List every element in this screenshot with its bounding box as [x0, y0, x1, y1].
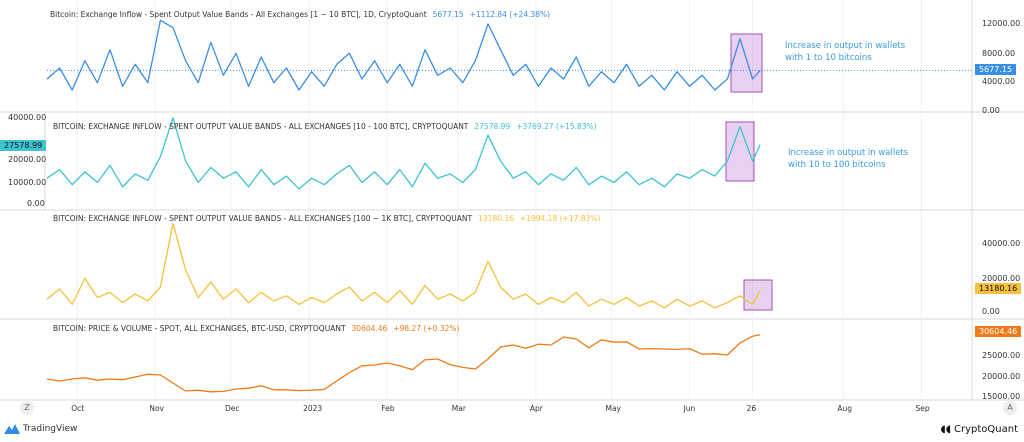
pane3-title: BITCOIN: EXCHANGE INFLOW - SPENT OUTPUT …: [53, 214, 600, 223]
series-line-pane1: [46, 19, 761, 91]
pane3-title-text: BITCOIN: EXCHANGE INFLOW - SPENT OUTPUT …: [53, 214, 473, 223]
time-axis-label: 26: [746, 404, 757, 413]
pane1-title-text: Bitcoin: Exchange Inflow - Spent Output …: [50, 10, 427, 19]
pane4-change: +98.27 (+0.32%): [393, 324, 460, 333]
time-axis-label: Oct: [71, 404, 85, 413]
series-line-pane2: [46, 117, 761, 190]
series-line-pane4: [46, 333, 761, 393]
time-axis-label: Jun: [683, 404, 696, 413]
cryptoquant-label: CryptoQuant: [954, 424, 1018, 435]
pane2-title-text: BITCOIN: EXCHANGE INFLOW - SPENT OUTPUT …: [53, 122, 469, 131]
pane3-last-value: 13180.16: [478, 214, 514, 223]
pane4-y-tick: 15000.00: [982, 392, 1021, 401]
pane2-y-tick: 10000.00: [8, 178, 47, 187]
time-axis-label: Dec: [224, 404, 240, 413]
pane2-last-value: 27578.99: [474, 122, 511, 131]
pane1-price-tag: 5677.15: [975, 64, 1017, 75]
time-axis-label: May: [605, 404, 621, 413]
pane1-y-tick: 12000.00: [982, 19, 1021, 28]
tradingview-label: TradingView: [23, 424, 78, 434]
time-axis-left-button[interactable]: Z: [20, 401, 34, 415]
time-axis-label: Apr: [529, 404, 543, 413]
auto-scale-button[interactable]: A: [1003, 401, 1017, 415]
pane2-title: BITCOIN: EXCHANGE INFLOW - SPENT OUTPUT …: [53, 122, 597, 131]
time-axis-label: Nov: [149, 404, 164, 413]
pane3-y-tick: 0.00: [982, 307, 1000, 316]
pane2-price-tag: 27578.99: [0, 140, 47, 151]
pane1-change: +1112.84 (+24.38%): [469, 10, 551, 19]
annotation-line: Increase in output in wallets: [785, 41, 906, 51]
time-axis-label: 2023: [303, 404, 323, 413]
annotation-10-100-btc: Increase in output in wallets with 10 to…: [788, 147, 908, 171]
cryptoquant-logo: ◖◖ CryptoQuant: [940, 424, 1018, 435]
pane4-title: BITCOIN: PRICE & VOLUME - SPOT, ALL EXCH…: [53, 324, 459, 333]
tradingview-logo: TradingView: [4, 424, 77, 434]
pane4-last-value: 30604.46: [351, 324, 388, 333]
time-axis-label: Mar: [451, 404, 466, 413]
pane3-y-tick: 40000.00: [982, 239, 1021, 248]
pane1-y-tick: 0.00: [982, 106, 1000, 115]
pane2-y-tick: 40000.00: [8, 113, 47, 122]
annotation-line: with 1 to 10 bitcoins: [785, 53, 872, 63]
annotation-line: with 10 to 100 bitcoins: [788, 160, 886, 170]
time-axis-label: Feb: [381, 404, 395, 413]
time-axis-label: Aug: [837, 404, 852, 413]
series-line-pane3: [46, 222, 761, 309]
pane2-change: +3769.27 (+15.83%): [516, 122, 597, 131]
pane2-y-tick: 20000.00: [8, 155, 47, 164]
cryptoquant-icon: ◖◖: [940, 424, 951, 435]
annotation-line: Increase in output in wallets: [788, 148, 909, 158]
time-axis-label: Sep: [915, 404, 930, 413]
pane1-last-value: 5677.15: [432, 10, 464, 19]
pane1-y-tick: 4000.00: [982, 77, 1016, 86]
pane4-title-text: BITCOIN: PRICE & VOLUME - SPOT, ALL EXCH…: [53, 324, 346, 333]
tradingview-icon: [4, 424, 20, 434]
pane1-y-tick: 8000.00: [982, 49, 1016, 58]
pane1-title: Bitcoin: Exchange Inflow - Spent Output …: [50, 10, 550, 19]
highlight-box: [730, 33, 763, 93]
pane3-y-tick: 20000.00: [982, 274, 1021, 283]
pane3-price-tag: 13180.16: [975, 283, 1022, 294]
pane3-change: +1994.18 (+17.83%): [519, 214, 601, 223]
pane4-y-tick: 20000.00: [982, 372, 1021, 381]
annotation-1-10-btc: Increase in output in wallets with 1 to …: [785, 40, 905, 64]
pane4-y-tick: 25000.00: [982, 351, 1021, 360]
pane2-y-tick: 0.00: [27, 199, 45, 208]
pane4-price-tag: 30604.46: [975, 326, 1022, 337]
